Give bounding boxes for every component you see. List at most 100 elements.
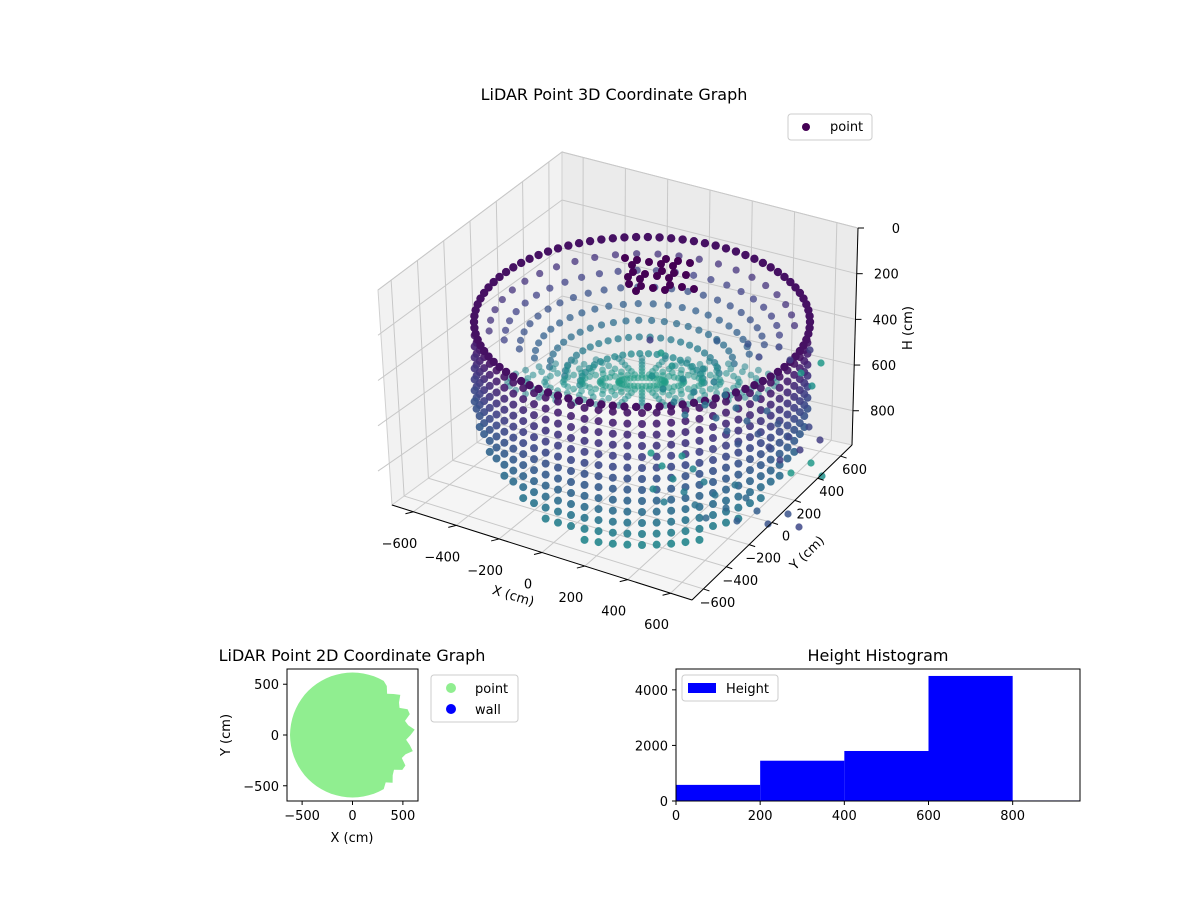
grid-line-x-back [830, 222, 838, 441]
x-tick-label-3d: −400 [424, 550, 460, 565]
grid-line-z [561, 151, 859, 229]
point-3d [805, 423, 813, 431]
legend-histogram-box [681, 674, 779, 702]
y-axis-label-2d: Y (cm) [219, 714, 234, 757]
point-3d [547, 325, 555, 333]
point-3d [737, 308, 745, 317]
point-3d [634, 300, 642, 308]
grid-line-y [501, 424, 795, 501]
point-3d [519, 406, 528, 415]
point-3d [509, 455, 518, 464]
point-3d [681, 411, 689, 419]
y-tick-label-3d: 200 [796, 507, 821, 522]
point-3d [766, 372, 775, 381]
point-3d [567, 489, 576, 498]
point-3d [519, 439, 528, 448]
point-3d [638, 486, 646, 494]
x-tick-label-3d: 400 [601, 605, 626, 620]
point-3d [547, 372, 554, 380]
z-tick-label-3d: 200 [874, 268, 899, 283]
point-3d [608, 462, 617, 471]
point-3d [747, 371, 755, 379]
point-3d [795, 397, 804, 406]
point-3d [631, 402, 641, 412]
point-3d [756, 439, 765, 448]
point-3d [564, 394, 573, 403]
point-3d [623, 441, 632, 450]
point-3d [475, 422, 484, 431]
point-3d [702, 514, 710, 522]
point-3d [549, 365, 557, 373]
point-3d [554, 507, 562, 516]
point-3d [541, 481, 550, 490]
point-3d [592, 385, 600, 393]
point-3d [713, 337, 721, 345]
point-3d [681, 428, 690, 437]
point-3d [554, 518, 562, 527]
point-3d [580, 360, 588, 368]
point-3d [579, 347, 587, 355]
point-3d [608, 451, 617, 460]
grid-line-z-left [377, 295, 563, 427]
point-3d [580, 458, 589, 467]
point-3d [766, 422, 775, 431]
point-3d [594, 516, 603, 525]
point-3d [784, 510, 792, 518]
point-3d [734, 448, 743, 457]
point-3d [594, 450, 603, 459]
grid-line-z [561, 199, 857, 275]
point-3d [775, 438, 784, 447]
point-3d [509, 389, 518, 398]
point-3d [515, 345, 523, 353]
y-tick-label-3d: −200 [745, 552, 781, 567]
point-3d [552, 360, 560, 368]
legend-3d-marker [802, 123, 810, 131]
point-3d [797, 369, 805, 377]
grid-line-y [428, 477, 727, 568]
point-3d [608, 429, 617, 438]
point-3d [649, 300, 657, 308]
point-3d [773, 267, 783, 277]
point-3d [741, 384, 750, 394]
point-3d [576, 328, 584, 336]
histogram-bar [676, 784, 761, 801]
point-3d [638, 475, 646, 483]
point-3d [780, 272, 789, 282]
point-3d [745, 433, 754, 442]
point-3d [662, 255, 670, 263]
point-3d [546, 284, 554, 292]
point-3d [540, 332, 548, 340]
point-3d [725, 322, 733, 330]
point-3d [500, 394, 509, 403]
point-3d [695, 436, 704, 445]
point-3d [695, 425, 704, 434]
point-3d [713, 296, 722, 304]
point-3d [595, 339, 603, 348]
point-3d [790, 381, 799, 390]
point-3d [673, 320, 681, 328]
point-3d [649, 485, 657, 493]
point-3d [570, 371, 578, 379]
point-3d [541, 470, 550, 479]
point-3d [501, 267, 511, 277]
point-3d [541, 426, 550, 435]
point-3d [580, 469, 589, 478]
point-3d [638, 530, 646, 538]
point-3d [695, 458, 704, 467]
point-3d [708, 423, 717, 432]
point-3d [790, 425, 799, 434]
point-3d [521, 299, 529, 307]
point-3d [647, 449, 655, 457]
x-tick-mark-3d [533, 552, 543, 555]
point-3d [775, 331, 784, 339]
point-3d [764, 520, 772, 528]
point-3d [530, 499, 539, 508]
x-tick-mark-3d [491, 538, 500, 542]
point-3d [760, 303, 768, 311]
point-3d [760, 341, 768, 349]
point-3d [711, 394, 720, 403]
point-3d [681, 472, 690, 481]
point-3d [567, 511, 576, 520]
point-3d [695, 326, 703, 334]
point-3d [805, 311, 814, 321]
